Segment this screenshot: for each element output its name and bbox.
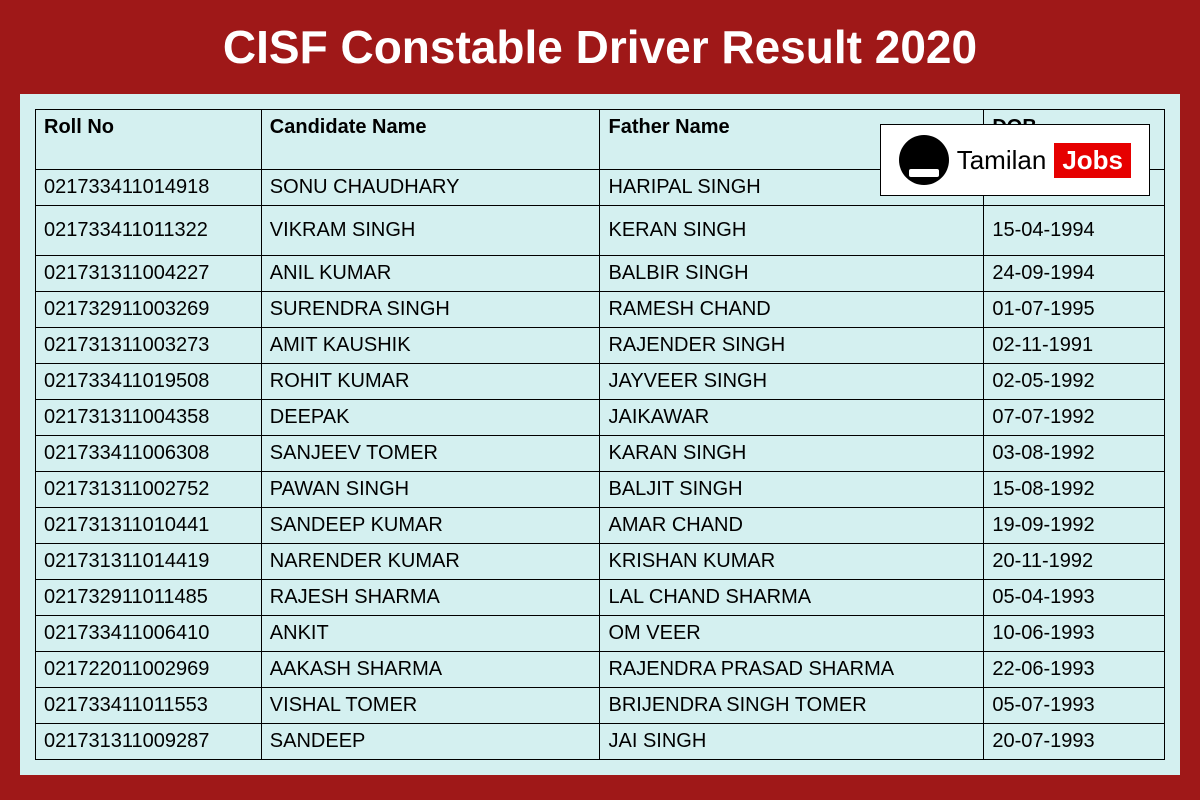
cell-dob: 07-07-1992 xyxy=(984,400,1165,436)
cell-roll: 021722011002969 xyxy=(36,652,262,688)
cell-father: KARAN SINGH xyxy=(600,436,984,472)
cell-dob: 05-07-1993 xyxy=(984,688,1165,724)
cell-name: AAKASH SHARMA xyxy=(261,652,600,688)
cell-roll: 021733411011322 xyxy=(36,206,262,256)
cell-dob: 02-05-1992 xyxy=(984,364,1165,400)
cell-roll: 021732911003269 xyxy=(36,292,262,328)
table-row: 021733411011553VISHAL TOMERBRIJENDRA SIN… xyxy=(36,688,1165,724)
table-row: 021731311003273AMIT KAUSHIKRAJENDER SING… xyxy=(36,328,1165,364)
cell-dob: 24-09-1994 xyxy=(984,256,1165,292)
cell-father: AMAR CHAND xyxy=(600,508,984,544)
table-row: 021732911011485RAJESH SHARMALAL CHAND SH… xyxy=(36,580,1165,616)
page-title: CISF Constable Driver Result 2020 xyxy=(0,20,1200,74)
cell-roll: 021731311002752 xyxy=(36,472,262,508)
results-table: Roll No Candidate Name Father Name DOB 0… xyxy=(35,109,1165,760)
cell-dob: 10-06-1993 xyxy=(984,616,1165,652)
col-header-roll: Roll No xyxy=(36,110,262,170)
cell-dob: 20-07-1993 xyxy=(984,724,1165,760)
cell-father: BRIJENDRA SINGH TOMER xyxy=(600,688,984,724)
cell-name: SANJEEV TOMER xyxy=(261,436,600,472)
cell-roll: 021731311004227 xyxy=(36,256,262,292)
cell-dob: 19-09-1992 xyxy=(984,508,1165,544)
cell-name: NARENDER KUMAR xyxy=(261,544,600,580)
cell-dob: 05-04-1993 xyxy=(984,580,1165,616)
cell-father: RAJENDRA PRASAD SHARMA xyxy=(600,652,984,688)
cell-name: PAWAN SINGH xyxy=(261,472,600,508)
cell-name: DEEPAK xyxy=(261,400,600,436)
brand-text-2: Jobs xyxy=(1054,143,1131,178)
cell-name: VIKRAM SINGH xyxy=(261,206,600,256)
table-row: 021731311014419NARENDER KUMARKRISHAN KUM… xyxy=(36,544,1165,580)
cell-roll: 021733411019508 xyxy=(36,364,262,400)
table-row: 021731311004227ANIL KUMARBALBIR SINGH24-… xyxy=(36,256,1165,292)
table-row: 021731311010441SANDEEP KUMARAMAR CHAND19… xyxy=(36,508,1165,544)
cell-name: RAJESH SHARMA xyxy=(261,580,600,616)
cell-roll: 021733411006410 xyxy=(36,616,262,652)
cell-father: JAYVEER SINGH xyxy=(600,364,984,400)
brand-logo: Tamilan Jobs xyxy=(880,124,1150,196)
cell-father: JAIKAWAR xyxy=(600,400,984,436)
cell-dob: 20-11-1992 xyxy=(984,544,1165,580)
cell-father: KRISHAN KUMAR xyxy=(600,544,984,580)
content-area: Tamilan Jobs Roll No Candidate Name Fath… xyxy=(20,94,1180,775)
cell-roll: 021731311004358 xyxy=(36,400,262,436)
table-row: 021731311009287SANDEEPJAI SINGH20-07-199… xyxy=(36,724,1165,760)
table-row: 021732911003269SURENDRA SINGHRAMESH CHAN… xyxy=(36,292,1165,328)
table-row: 021731311004358DEEPAKJAIKAWAR07-07-1992 xyxy=(36,400,1165,436)
cell-name: AMIT KAUSHIK xyxy=(261,328,600,364)
cell-name: SANDEEP xyxy=(261,724,600,760)
cell-roll: 021731311014419 xyxy=(36,544,262,580)
cell-roll: 021733411014918 xyxy=(36,170,262,206)
table-row: 021733411006410ANKITOM VEER10-06-1993 xyxy=(36,616,1165,652)
cell-dob: 03-08-1992 xyxy=(984,436,1165,472)
cell-roll: 021733411011553 xyxy=(36,688,262,724)
brand-text-1: Tamilan xyxy=(957,145,1047,176)
cell-dob: 15-04-1994 xyxy=(984,206,1165,256)
cell-father: BALJIT SINGH xyxy=(600,472,984,508)
cell-name: ANKIT xyxy=(261,616,600,652)
table-row: 021733411006308SANJEEV TOMERKARAN SINGH0… xyxy=(36,436,1165,472)
cell-father: BALBIR SINGH xyxy=(600,256,984,292)
cell-name: ROHIT KUMAR xyxy=(261,364,600,400)
cell-dob: 22-06-1993 xyxy=(984,652,1165,688)
cell-dob: 01-07-1995 xyxy=(984,292,1165,328)
cell-roll: 021731311010441 xyxy=(36,508,262,544)
cell-dob: 02-11-1991 xyxy=(984,328,1165,364)
cell-dob: 15-08-1992 xyxy=(984,472,1165,508)
cell-father: RAMESH CHAND xyxy=(600,292,984,328)
cell-roll: 021731311003273 xyxy=(36,328,262,364)
cell-name: SONU CHAUDHARY xyxy=(261,170,600,206)
table-row: 021731311002752PAWAN SINGHBALJIT SINGH15… xyxy=(36,472,1165,508)
cell-father: JAI SINGH xyxy=(600,724,984,760)
col-header-name: Candidate Name xyxy=(261,110,600,170)
brand-icon xyxy=(899,135,949,185)
cell-name: SANDEEP KUMAR xyxy=(261,508,600,544)
table-row: 021733411011322VIKRAM SINGHKERAN SINGH15… xyxy=(36,206,1165,256)
cell-name: ANIL KUMAR xyxy=(261,256,600,292)
cell-father: LAL CHAND SHARMA xyxy=(600,580,984,616)
cell-name: VISHAL TOMER xyxy=(261,688,600,724)
cell-roll: 021733411006308 xyxy=(36,436,262,472)
table-row: 021722011002969AAKASH SHARMARAJENDRA PRA… xyxy=(36,652,1165,688)
cell-father: OM VEER xyxy=(600,616,984,652)
cell-father: KERAN SINGH xyxy=(600,206,984,256)
cell-roll: 021731311009287 xyxy=(36,724,262,760)
cell-roll: 021732911011485 xyxy=(36,580,262,616)
cell-father: RAJENDER SINGH xyxy=(600,328,984,364)
table-row: 021733411019508ROHIT KUMARJAYVEER SINGH0… xyxy=(36,364,1165,400)
cell-name: SURENDRA SINGH xyxy=(261,292,600,328)
page-header: CISF Constable Driver Result 2020 xyxy=(0,0,1200,94)
